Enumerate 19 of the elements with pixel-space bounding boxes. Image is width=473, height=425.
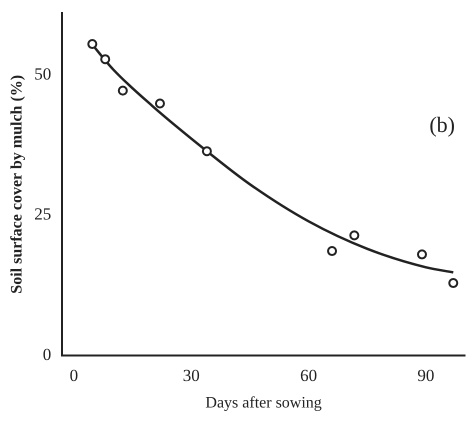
point — [202, 146, 212, 156]
point — [100, 54, 110, 64]
x-tick-label: 30 — [182, 366, 200, 386]
x-axis-title: Days after sowing — [205, 394, 322, 412]
y-axis-title: Soil surface cover by mulch (%) — [8, 74, 26, 294]
annotation: (b) — [429, 112, 455, 137]
point — [154, 98, 165, 109]
y-tick-label: 25 — [34, 204, 52, 224]
point — [327, 246, 338, 256]
y-tick-label: 0 — [42, 344, 52, 364]
x-tick-label: 90 — [417, 366, 434, 386]
y-tick-label: 50 — [34, 64, 52, 84]
point — [448, 278, 458, 288]
point — [87, 39, 98, 50]
point — [118, 86, 128, 96]
point — [416, 249, 427, 260]
x-tick-label: 0 — [70, 366, 78, 386]
point — [349, 230, 360, 240]
x-tick-label: 60 — [300, 366, 318, 386]
